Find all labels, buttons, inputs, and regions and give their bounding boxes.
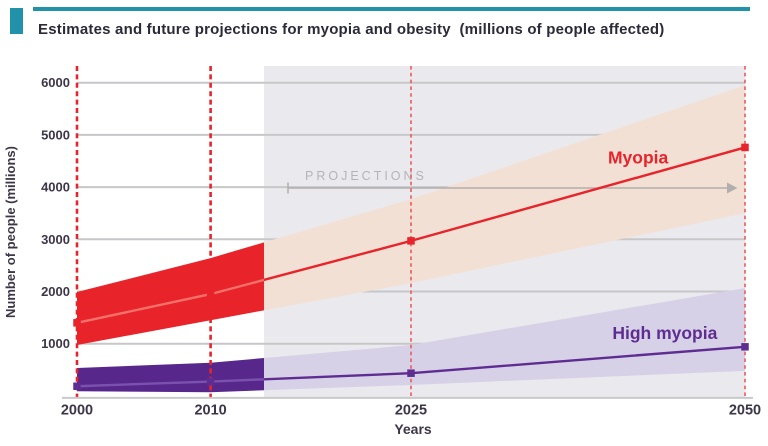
- chart-title: Estimates and future projections for myo…: [38, 21, 665, 38]
- high-myopia-series-label: High myopia: [612, 323, 717, 343]
- high-myopia-point-2010: [206, 377, 215, 386]
- high-myopia-line-projection: [264, 345, 746, 381]
- myopia-line-historical: [76, 278, 265, 324]
- x-tick-label-2025: 2025: [395, 403, 427, 419]
- myopia-point-2000: [73, 319, 81, 327]
- y-axis-title: Number of people (millions): [3, 146, 18, 318]
- x-tick-label-2050: 2050: [729, 403, 761, 419]
- projections-label: PROJECTIONS: [305, 169, 427, 183]
- y-tick-label-4000: 4000: [41, 180, 70, 195]
- high-myopia-point-2000: [73, 382, 81, 390]
- high-myopia-line-historical: [76, 378, 265, 388]
- myopia-confidence-band-historical: [77, 242, 265, 346]
- x-tick-label-2000: 2000: [61, 403, 93, 419]
- projections-arrow-head: [727, 182, 738, 194]
- x-tick-label-2010: 2010: [194, 403, 226, 419]
- y-tick-label-1000: 1000: [41, 336, 70, 351]
- title-accent-bar: [10, 8, 23, 34]
- top-accent-line: [33, 7, 750, 11]
- high-myopia-confidence-band-projection: [264, 288, 745, 391]
- y-tick-label-2000: 2000: [41, 284, 70, 299]
- myopia-point-2025: [407, 237, 415, 245]
- high-myopia-point-2025: [407, 369, 415, 377]
- high-myopia-point-2050: [741, 343, 749, 351]
- myopia-confidence-band-projection: [264, 85, 745, 311]
- myopia-point-2050: [741, 143, 749, 152]
- y-tick-label-5000: 5000: [41, 127, 70, 142]
- y-tick-label-3000: 3000: [41, 232, 70, 247]
- myopia-line-projection: [264, 146, 746, 282]
- myopia-series-label: Myopia: [608, 147, 669, 167]
- myopia-point-2010: [206, 290, 215, 298]
- y-tick-label-6000: 6000: [41, 75, 70, 90]
- x-axis-title: Years: [394, 421, 432, 437]
